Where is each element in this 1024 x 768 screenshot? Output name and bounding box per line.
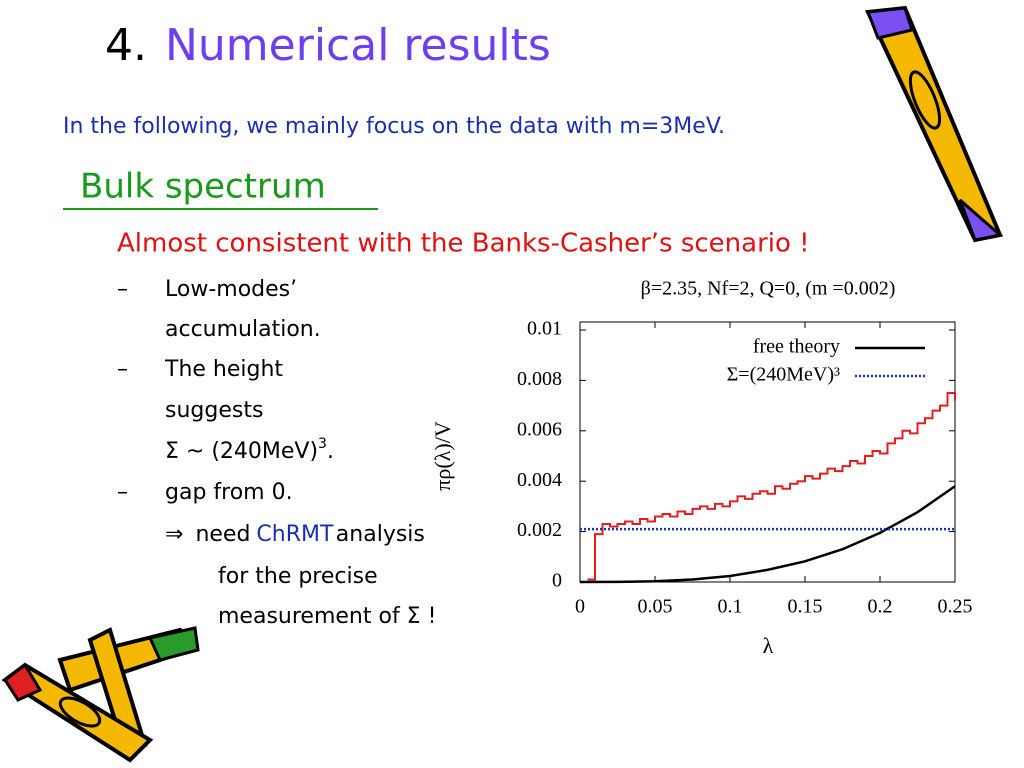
bullet-dash: –: [117, 480, 128, 505]
y-tick-label: 0.01: [527, 318, 562, 340]
x-tick-label: 0.1: [718, 596, 743, 618]
bullet-text: The height: [164, 357, 283, 382]
legend-label: Σ=(240MeV)³: [727, 364, 840, 386]
x-tick-label: 0.05: [638, 596, 673, 618]
x-tick-label: 0: [575, 596, 585, 618]
bullet-text: gap from 0.: [165, 480, 293, 505]
pencil-bottom-left: [1, 626, 200, 763]
chrmt: ChRMT: [256, 522, 334, 547]
y-tick-label: 0.002: [517, 519, 562, 541]
bullet-dash: –: [117, 277, 128, 302]
y-tick-label: 0.006: [517, 418, 562, 440]
slide-title: Numerical results: [165, 20, 551, 71]
x-tick-label: 0.2: [868, 596, 893, 618]
bullet-text: Low-modes’: [165, 277, 297, 302]
intro: In the following, we mainly focus on the…: [63, 114, 725, 139]
period: .: [327, 439, 334, 464]
arrow: ⇒: [165, 522, 183, 547]
bullet-text: accumulation.: [165, 317, 321, 342]
chart: β=2.35, Nf=2, Q=0, (m =0.002) πρ(λ)/V λ …: [430, 278, 972, 658]
bullet-text: measurement of Σ !: [218, 604, 436, 629]
bullet-text: suggests: [165, 398, 263, 423]
y-tick-label: 0: [552, 570, 562, 592]
slide-number: 4.: [105, 20, 147, 71]
legend-label: free theory: [753, 336, 840, 358]
section-heading: Bulk spectrum: [80, 167, 326, 207]
y-tick-label: 0.008: [517, 368, 562, 390]
data-line: [587, 392, 956, 581]
bullet-text: for the precise: [218, 564, 378, 589]
bullet-text: ⇒ need ChRMT analysis: [165, 522, 425, 547]
bullet-text: Σ ~ (240MeV)3.: [165, 436, 334, 464]
pencil-top-right: [864, 5, 1004, 243]
bullet-dash: –: [117, 357, 128, 382]
sigma: Σ ~ (240MeV): [165, 439, 318, 464]
x-tick-label: 0.15: [788, 596, 823, 618]
data-line: [579, 485, 956, 584]
superscript: 3: [318, 436, 327, 452]
y-axis-label: πρ(λ)/V: [430, 421, 455, 491]
word: analysis: [336, 522, 425, 547]
word: need: [195, 522, 250, 547]
y-tick-label: 0.004: [517, 469, 562, 491]
x-axis-label: λ: [763, 633, 774, 658]
claim: Almost consistent with the Banks-Casher’…: [117, 229, 810, 259]
x-tick-label: 0.25: [938, 596, 973, 618]
chart-title: β=2.35, Nf=2, Q=0, (m =0.002): [641, 278, 896, 300]
plot-frame: [579, 321, 956, 583]
